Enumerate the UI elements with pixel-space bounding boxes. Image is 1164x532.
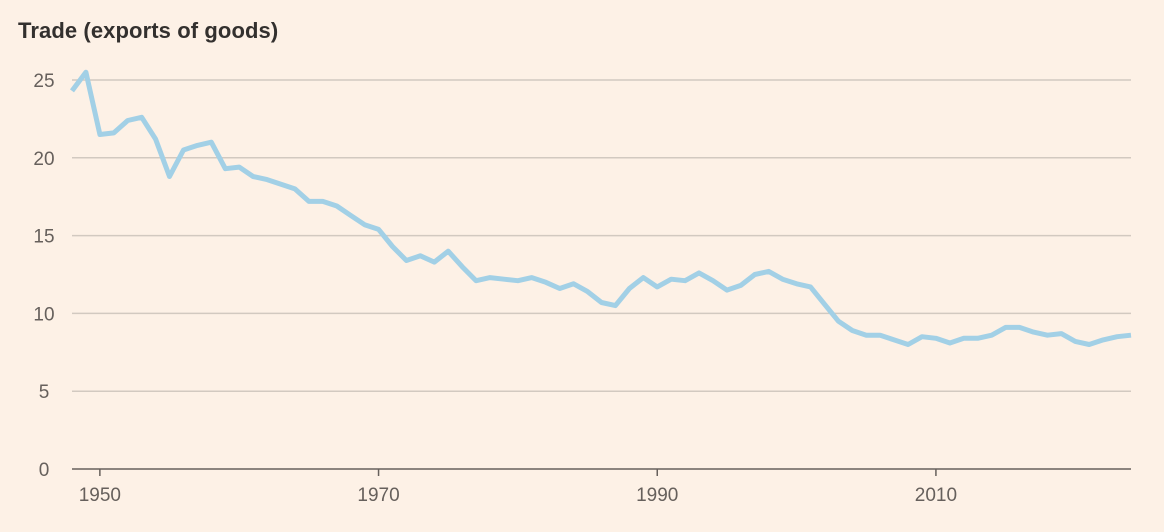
y-tick-label-20: 20 (33, 149, 54, 170)
gridlines (72, 79, 1131, 392)
y-tick-label-15: 15 (33, 227, 54, 248)
axes (72, 468, 1131, 476)
y-tick-label-25: 25 (33, 71, 54, 92)
x-tick-label-1950: 1950 (79, 485, 121, 506)
x-tick-label-1990: 1990 (636, 485, 678, 506)
y-tick-label-5: 5 (39, 382, 50, 403)
y-tick-label-0: 0 (39, 460, 50, 481)
y-tick-label-10: 10 (33, 304, 54, 325)
x-tick-label-1970: 1970 (357, 485, 399, 506)
series-layer (69, 69, 1132, 347)
chart-title: Trade (exports of goods) (18, 18, 279, 43)
x-tick-label-2010: 2010 (915, 485, 957, 506)
series-line-0 (69, 69, 1132, 347)
tick-labels: 0 5 10 15 20 25 1950 1970 1990 2010 (33, 71, 957, 506)
